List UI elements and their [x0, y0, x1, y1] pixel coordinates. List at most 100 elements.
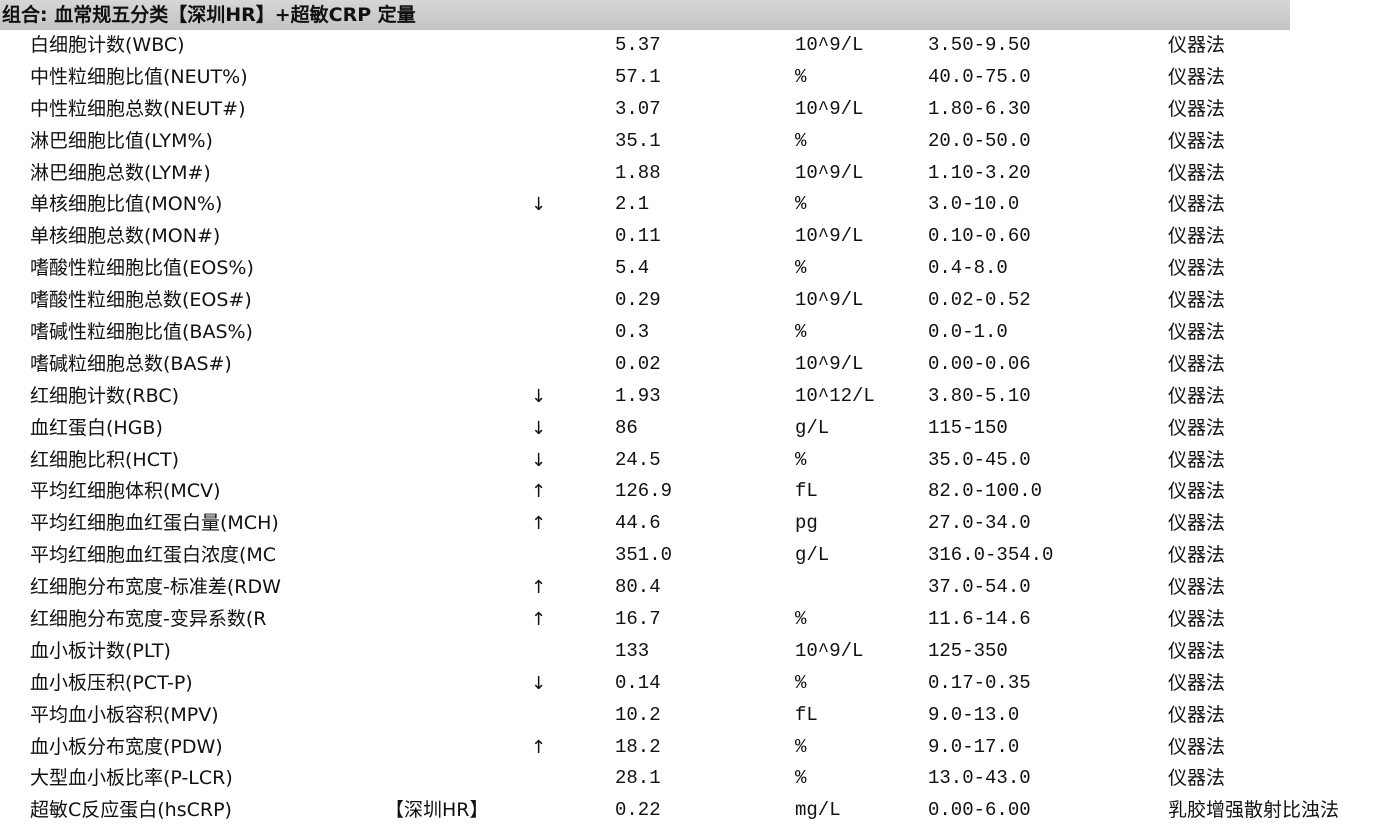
- method: 仪器法: [1168, 671, 1226, 694]
- reference-range: 3.0-10.0: [928, 193, 1020, 216]
- method: 仪器法: [1168, 352, 1226, 375]
- test-name: 淋巴细胞比值(LYM%): [30, 129, 213, 152]
- reference-range: 0.00-0.06: [928, 352, 1031, 375]
- table-row: 超敏C反应蛋白(hsCRP) 【深圳HR】 0.22 mg/L 0.00-6.00 乳胶增…: [0, 795, 1389, 827]
- table-row: 红细胞比积(HCT) ↓ 24.5% 35.0-45.0 仪器法: [0, 445, 1389, 477]
- result-value: 0.02: [615, 352, 661, 375]
- method: 仪器法: [1168, 257, 1226, 280]
- result-value: 5.4: [615, 257, 650, 280]
- test-name: 单核细胞比值(MON%): [30, 193, 223, 216]
- test-name: 红细胞分布宽度-标准差(RDW: [30, 576, 281, 599]
- result-value: 1.88: [615, 161, 661, 184]
- panel-title: 组合: 血常规五分类【深圳HR】+超敏CRP 定量: [0, 0, 1290, 30]
- test-name: 红细胞分布宽度-变异系数(R: [30, 608, 267, 631]
- test-name: 嗜酸性粒细胞比值(EOS%): [30, 257, 254, 280]
- unit: 10^9/L: [795, 97, 864, 120]
- test-name: 中性粒细胞总数(NEUT#): [30, 97, 246, 120]
- reference-range: 35.0-45.0: [928, 448, 1031, 471]
- method: 仪器法: [1168, 384, 1226, 407]
- reference-range: 0.4-8.0: [928, 257, 1008, 280]
- result-value: 5.37: [615, 34, 661, 56]
- test-name: 平均红细胞体积(MCV): [30, 480, 221, 503]
- test-name: 平均血小板容积(MPV): [30, 703, 219, 726]
- reference-range: 125-350: [928, 639, 1008, 662]
- unit: 10^9/L: [795, 289, 864, 312]
- reference-range: 1.10-3.20: [928, 161, 1031, 184]
- abnormal-flag-icon: ↓: [531, 385, 547, 407]
- table-row: 中性粒细胞总数(NEUT#) 3.07 10^9/L 1.80-6.30 仪器法: [0, 94, 1389, 126]
- method: 仪器法: [1168, 576, 1226, 599]
- table-row: 平均血小板容积(MPV) 10.2 fL 9.0-13.0 仪器法: [0, 700, 1389, 732]
- unit: %: [795, 129, 807, 152]
- method: 仪器法: [1168, 289, 1226, 312]
- test-name: 平均红细胞血红蛋白量(MCH): [30, 512, 279, 535]
- test-name: 单核细胞总数(MON#): [30, 225, 221, 248]
- table-row: 白细胞计数(WBC) 5.37 10^9/L 3.50-9.50 仪器法: [0, 30, 1389, 62]
- abnormal-flag-icon: ↑: [531, 481, 547, 503]
- unit: 10^9/L: [795, 639, 864, 662]
- result-value: 80.4: [615, 576, 661, 599]
- method: 仪器法: [1168, 767, 1226, 790]
- table-row: 血小板分布宽度(PDW) ↑ 18.2% 9.0-17.0 仪器法: [0, 732, 1389, 764]
- table-row: 红细胞分布宽度-变异系数(R ↑ 16.7% 11.6-14.6 仪器法: [0, 604, 1389, 636]
- unit: mg/L: [795, 799, 841, 822]
- reference-range: 3.50-9.50: [928, 34, 1031, 56]
- test-name: 血小板计数(PLT): [30, 639, 171, 662]
- result-value: 10.2: [615, 703, 661, 726]
- abnormal-flag-icon: ↑: [531, 577, 547, 599]
- reference-range: 37.0-54.0: [928, 576, 1031, 599]
- test-name: 淋巴细胞总数(LYM#): [30, 161, 211, 184]
- unit: %: [795, 735, 807, 758]
- method: 仪器法: [1168, 161, 1226, 184]
- method: 仪器法: [1168, 480, 1226, 503]
- unit: fL: [795, 480, 818, 503]
- method: 乳胶增强散射比浊法: [1168, 799, 1340, 822]
- test-name: 红细胞比积(HCT): [30, 448, 179, 471]
- unit: g/L: [795, 544, 830, 567]
- table-row: 红细胞分布宽度-标准差(RDW ↑ 80.4 37.0-54.0 仪器法: [0, 572, 1389, 604]
- result-value: 86: [615, 416, 638, 439]
- test-name: 中性粒细胞比值(NEUT%): [30, 65, 248, 88]
- results-table: 白细胞计数(WBC) 5.37 10^9/L 3.50-9.50 仪器法 中性粒细胞比值(…: [0, 30, 1389, 827]
- reference-range: 1.80-6.30: [928, 97, 1031, 120]
- method: 仪器法: [1168, 544, 1226, 567]
- reference-range: 40.0-75.0: [928, 65, 1031, 88]
- abnormal-flag-icon: ↓: [531, 449, 547, 471]
- method: 仪器法: [1168, 193, 1226, 216]
- unit: %: [795, 671, 807, 694]
- result-value: 351.0: [615, 544, 673, 567]
- abnormal-flag-icon: ↓: [531, 194, 547, 216]
- reference-range: 9.0-17.0: [928, 735, 1020, 758]
- result-value: 24.5: [615, 448, 661, 471]
- unit: %: [795, 257, 807, 280]
- abnormal-flag-icon: ↑: [531, 513, 547, 535]
- reference-range: 11.6-14.6: [928, 608, 1031, 631]
- result-value: 44.6: [615, 512, 661, 535]
- unit: fL: [795, 703, 818, 726]
- unit: %: [795, 608, 807, 631]
- table-row: 中性粒细胞比值(NEUT%) 57.1% 40.0-75.0 仪器法: [0, 62, 1389, 94]
- table-row: 嗜酸性粒细胞比值(EOS%) 5.4% 0.4-8.0 仪器法: [0, 253, 1389, 285]
- test-name: 白细胞计数(WBC): [30, 34, 185, 56]
- result-value: 57.1: [615, 65, 661, 88]
- result-value: 0.3: [615, 321, 650, 344]
- method: 仪器法: [1168, 225, 1226, 248]
- result-value: 0.22: [615, 799, 661, 822]
- table-row: 血小板计数(PLT) 133 10^9/L 125-350 仪器法: [0, 636, 1389, 668]
- test-name: 大型血小板比率(P-LCR): [30, 767, 233, 790]
- test-name: 红细胞计数(RBC): [30, 384, 179, 407]
- abnormal-flag-icon: ↓: [531, 417, 547, 439]
- reference-range: 20.0-50.0: [928, 129, 1031, 152]
- result-value: 0.29: [615, 289, 661, 312]
- result-value: 133: [615, 639, 650, 662]
- method: 仪器法: [1168, 735, 1226, 758]
- unit: pg: [795, 512, 818, 535]
- method: 仪器法: [1168, 639, 1226, 662]
- table-row: 嗜碱性粒细胞比值(BAS%) 0.3% 0.0-1.0 仪器法: [0, 317, 1389, 349]
- unit: 10^9/L: [795, 34, 864, 56]
- unit: %: [795, 65, 807, 88]
- reference-range: 0.10-0.60: [928, 225, 1031, 248]
- test-name: 血小板分布宽度(PDW): [30, 735, 223, 758]
- table-row: 嗜酸性粒细胞总数(EOS#) 0.29 10^9/L 0.02-0.52 仪器法: [0, 285, 1389, 317]
- result-value: 16.7: [615, 608, 661, 631]
